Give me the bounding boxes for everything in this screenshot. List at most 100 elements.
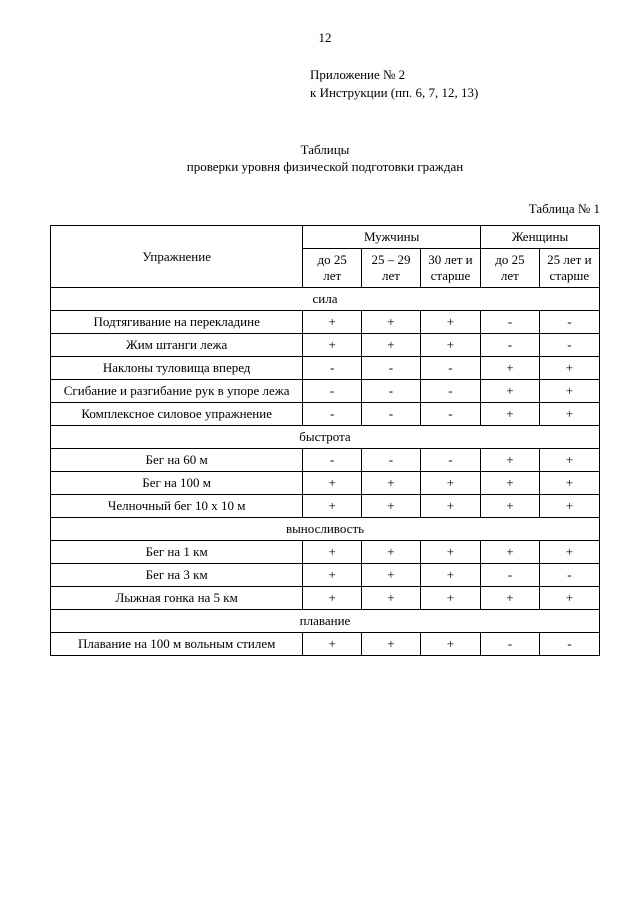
cell: - xyxy=(539,633,599,656)
cell: + xyxy=(303,311,362,334)
col-w2: 25 лет и старше xyxy=(539,249,599,288)
cell: + xyxy=(303,495,362,518)
cell: + xyxy=(362,495,421,518)
title-block: Таблицы проверки уровня физической подго… xyxy=(50,142,600,176)
cell-ex: Подтягивание на перекладине xyxy=(51,311,303,334)
cell: + xyxy=(420,495,480,518)
cell: - xyxy=(539,334,599,357)
cell-ex: Бег на 100 м xyxy=(51,472,303,495)
table-row: Бег на 60 м---++ xyxy=(51,449,600,472)
cell: - xyxy=(420,449,480,472)
cell: - xyxy=(539,311,599,334)
cell: - xyxy=(303,403,362,426)
cell: - xyxy=(420,380,480,403)
cell: + xyxy=(481,449,540,472)
section-label: сила xyxy=(51,288,600,311)
cell-ex: Комплексное силовое упражнение xyxy=(51,403,303,426)
cell: - xyxy=(420,403,480,426)
table-row: Бег на 100 м+++++ xyxy=(51,472,600,495)
cell: + xyxy=(303,334,362,357)
cell: - xyxy=(481,564,540,587)
cell: + xyxy=(539,357,599,380)
cell: + xyxy=(362,541,421,564)
section-label: плавание xyxy=(51,610,600,633)
appendix-block: Приложение № 2 к Инструкции (пп. 6, 7, 1… xyxy=(310,66,600,102)
cell: + xyxy=(420,633,480,656)
cell: + xyxy=(420,564,480,587)
section-label: выносливость xyxy=(51,518,600,541)
cell: - xyxy=(539,564,599,587)
table-row: Плавание на 100 м вольным стилем+++-- xyxy=(51,633,600,656)
col-m2: 25 – 29 лет xyxy=(362,249,421,288)
cell: - xyxy=(303,449,362,472)
cell: + xyxy=(539,495,599,518)
table-row: Подтягивание на перекладине+++-- xyxy=(51,311,600,334)
appendix-line1: Приложение № 2 xyxy=(310,66,600,84)
cell: - xyxy=(303,380,362,403)
cell: + xyxy=(303,472,362,495)
page-number: 12 xyxy=(50,30,600,46)
cell: + xyxy=(539,449,599,472)
cell: + xyxy=(481,541,540,564)
cell-ex: Плавание на 100 м вольным стилем xyxy=(51,633,303,656)
cell: + xyxy=(362,587,421,610)
cell: + xyxy=(481,587,540,610)
section-speed: быстрота xyxy=(51,426,600,449)
table-row: Жим штанги лежа+++-- xyxy=(51,334,600,357)
cell: + xyxy=(481,472,540,495)
col-men: Мужчины xyxy=(303,226,481,249)
cell-ex: Бег на 60 м xyxy=(51,449,303,472)
table-row: Лыжная гонка на 5 км+++++ xyxy=(51,587,600,610)
cell: + xyxy=(303,587,362,610)
table-row: Бег на 1 км+++++ xyxy=(51,541,600,564)
header-row-1: Упражнение Мужчины Женщины xyxy=(51,226,600,249)
table-row: Наклоны туловища вперед---++ xyxy=(51,357,600,380)
cell: + xyxy=(303,564,362,587)
table-row: Бег на 3 км+++-- xyxy=(51,564,600,587)
section-strength: сила xyxy=(51,288,600,311)
cell: + xyxy=(362,334,421,357)
cell: + xyxy=(362,633,421,656)
table-row: Челночный бег 10 х 10 м+++++ xyxy=(51,495,600,518)
col-m3: 30 лет и старше xyxy=(420,249,480,288)
cell: - xyxy=(362,403,421,426)
cell: - xyxy=(481,334,540,357)
cell: - xyxy=(481,633,540,656)
cell-ex: Бег на 1 км xyxy=(51,541,303,564)
cell-ex: Бег на 3 км xyxy=(51,564,303,587)
cell: + xyxy=(481,357,540,380)
cell: - xyxy=(362,449,421,472)
cell: + xyxy=(539,587,599,610)
section-endurance: выносливость xyxy=(51,518,600,541)
table-label: Таблица № 1 xyxy=(50,201,600,217)
cell: + xyxy=(539,472,599,495)
col-women: Женщины xyxy=(481,226,600,249)
cell-ex: Сгибание и разгибание рук в упоре лежа xyxy=(51,380,303,403)
col-m1: до 25 лет xyxy=(303,249,362,288)
cell: + xyxy=(481,380,540,403)
cell: + xyxy=(303,633,362,656)
cell: - xyxy=(420,357,480,380)
table-row: Комплексное силовое упражнение---++ xyxy=(51,403,600,426)
cell: + xyxy=(420,472,480,495)
cell: + xyxy=(362,311,421,334)
section-label: быстрота xyxy=(51,426,600,449)
cell-ex: Лыжная гонка на 5 км xyxy=(51,587,303,610)
cell-ex: Челночный бег 10 х 10 м xyxy=(51,495,303,518)
col-exercise: Упражнение xyxy=(51,226,303,288)
cell: + xyxy=(420,334,480,357)
cell: - xyxy=(481,311,540,334)
col-w1: до 25 лет xyxy=(481,249,540,288)
cell: + xyxy=(539,380,599,403)
cell: + xyxy=(420,541,480,564)
cell: + xyxy=(303,541,362,564)
cell: + xyxy=(420,587,480,610)
fitness-table: Упражнение Мужчины Женщины до 25 лет 25 … xyxy=(50,225,600,656)
section-swimming: плавание xyxy=(51,610,600,633)
cell: + xyxy=(481,403,540,426)
cell: + xyxy=(539,403,599,426)
cell: - xyxy=(362,380,421,403)
cell-ex: Наклоны туловища вперед xyxy=(51,357,303,380)
cell-ex: Жим штанги лежа xyxy=(51,334,303,357)
cell: + xyxy=(481,495,540,518)
